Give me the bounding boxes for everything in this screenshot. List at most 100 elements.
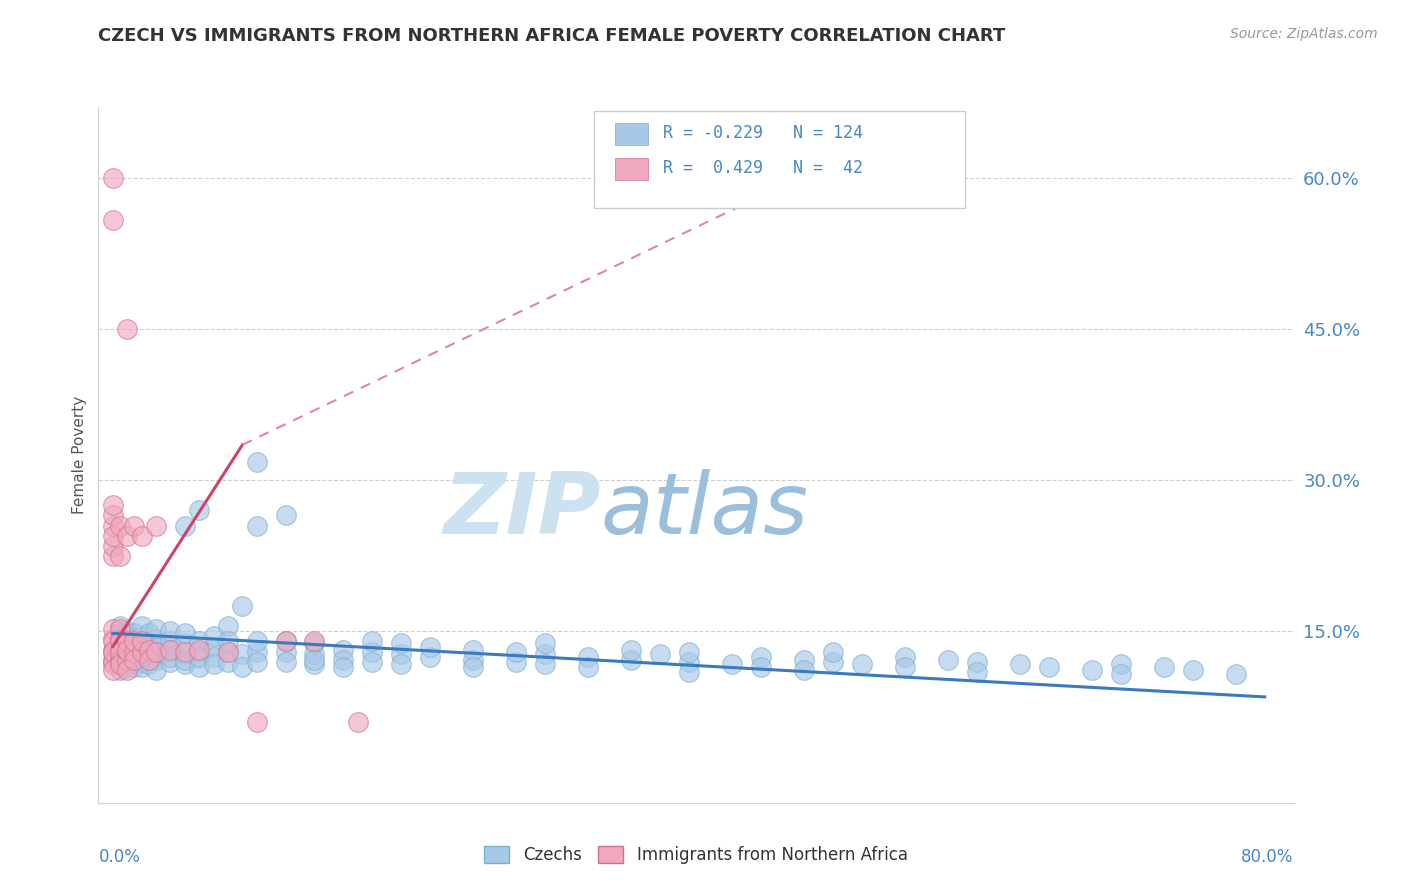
Point <box>115 649 138 664</box>
Point <box>533 636 555 650</box>
Point <box>576 649 599 664</box>
Point <box>217 619 239 633</box>
Point <box>115 642 138 657</box>
Point <box>231 647 253 661</box>
Point <box>274 508 297 523</box>
Point <box>1153 659 1175 673</box>
Point <box>231 599 253 614</box>
Point <box>138 636 160 650</box>
Point <box>188 659 211 673</box>
Legend: Czechs, Immigrants from Northern Africa: Czechs, Immigrants from Northern Africa <box>478 839 914 871</box>
Point <box>124 652 146 666</box>
Point <box>124 647 146 661</box>
Point <box>361 655 384 669</box>
Point <box>131 634 153 648</box>
Text: CZECH VS IMMIGRANTS FROM NORTHERN AFRICA FEMALE POVERTY CORRELATION CHART: CZECH VS IMMIGRANTS FROM NORTHERN AFRICA… <box>98 27 1005 45</box>
Point <box>145 642 167 657</box>
Point <box>108 657 131 671</box>
Point <box>188 649 211 664</box>
Point <box>108 652 131 666</box>
Point <box>101 528 124 542</box>
Point <box>101 644 124 658</box>
Point <box>346 715 368 730</box>
Point <box>115 663 138 677</box>
Point <box>332 652 354 666</box>
Text: Source: ZipAtlas.com: Source: ZipAtlas.com <box>1230 27 1378 41</box>
Point <box>505 655 527 669</box>
Point <box>1181 663 1204 677</box>
Point <box>188 503 211 517</box>
Point <box>793 652 815 666</box>
Point <box>246 518 269 533</box>
Point <box>1225 666 1247 681</box>
Point <box>115 652 138 666</box>
Point <box>461 652 484 666</box>
Point <box>202 657 225 671</box>
Point <box>138 642 160 657</box>
Point <box>332 659 354 673</box>
Point <box>131 619 153 633</box>
Text: 80.0%: 80.0% <box>1241 848 1294 866</box>
Point <box>533 657 555 671</box>
Point <box>108 640 131 654</box>
Point <box>159 642 181 657</box>
Point <box>115 657 138 671</box>
Point <box>145 632 167 647</box>
Point <box>173 644 195 658</box>
Point <box>332 642 354 657</box>
Point <box>101 644 124 658</box>
Point <box>678 655 700 669</box>
Point <box>101 539 124 553</box>
Point <box>131 649 153 664</box>
Point <box>101 642 124 657</box>
Point <box>274 655 297 669</box>
Point <box>159 649 181 664</box>
Point <box>101 170 124 185</box>
Point <box>893 659 915 673</box>
FancyBboxPatch shape <box>595 111 965 208</box>
Point <box>231 659 253 673</box>
Point <box>159 634 181 648</box>
Point <box>115 644 138 658</box>
Point <box>108 626 131 640</box>
Point <box>108 647 131 661</box>
Point <box>115 655 138 669</box>
Point <box>159 624 181 639</box>
Point <box>145 640 167 654</box>
Point <box>124 634 146 648</box>
Point <box>101 623 124 637</box>
Point <box>108 663 131 677</box>
Point <box>389 647 412 661</box>
Point <box>145 518 167 533</box>
Point <box>115 634 138 648</box>
Point <box>936 652 959 666</box>
Point <box>108 636 131 650</box>
Point <box>101 632 124 647</box>
Point <box>851 657 873 671</box>
Point <box>108 652 131 666</box>
Point <box>131 644 153 658</box>
Point <box>173 518 195 533</box>
Point <box>1038 659 1060 673</box>
Point <box>101 508 124 523</box>
Point <box>217 634 239 648</box>
Point <box>145 652 167 666</box>
Point <box>304 652 326 666</box>
Point <box>108 623 131 637</box>
Point <box>159 644 181 658</box>
Text: 0.0%: 0.0% <box>98 848 141 866</box>
Point <box>246 715 269 730</box>
Point <box>101 657 124 671</box>
Point <box>108 634 131 648</box>
Point <box>108 644 131 658</box>
Point <box>108 649 131 664</box>
Point <box>101 655 124 669</box>
Point <box>124 626 146 640</box>
Point <box>124 642 146 657</box>
Point <box>145 644 167 658</box>
Point <box>108 642 131 657</box>
Point <box>124 518 146 533</box>
Point <box>678 644 700 658</box>
Text: R = -0.229   N = 124: R = -0.229 N = 124 <box>662 124 862 142</box>
Point <box>131 640 153 654</box>
